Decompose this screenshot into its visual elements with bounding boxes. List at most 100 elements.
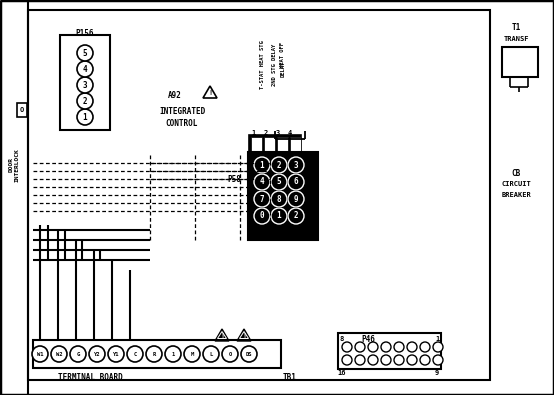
Text: 2: 2 bbox=[294, 211, 298, 220]
Circle shape bbox=[203, 346, 219, 362]
Text: INTEGRATED: INTEGRATED bbox=[159, 107, 205, 115]
Circle shape bbox=[89, 346, 105, 362]
Text: Y2: Y2 bbox=[94, 352, 100, 357]
Text: 4: 4 bbox=[288, 130, 292, 136]
Text: 9: 9 bbox=[294, 194, 298, 203]
Text: 5: 5 bbox=[83, 49, 88, 58]
Circle shape bbox=[407, 355, 417, 365]
Circle shape bbox=[254, 191, 270, 207]
Text: A92: A92 bbox=[168, 90, 182, 100]
Text: 2: 2 bbox=[276, 160, 281, 169]
Text: W2: W2 bbox=[56, 352, 62, 357]
Text: 1: 1 bbox=[171, 352, 175, 357]
Text: 4: 4 bbox=[83, 64, 88, 73]
Text: G: G bbox=[76, 352, 80, 357]
Text: BREAKER: BREAKER bbox=[501, 192, 531, 198]
Text: CIRCUIT: CIRCUIT bbox=[501, 181, 531, 187]
Text: R: R bbox=[152, 352, 156, 357]
Text: C: C bbox=[134, 352, 137, 357]
Circle shape bbox=[433, 342, 443, 352]
Text: P58: P58 bbox=[227, 175, 241, 184]
Text: O: O bbox=[228, 352, 232, 357]
Circle shape bbox=[271, 174, 287, 190]
Circle shape bbox=[288, 191, 304, 207]
Bar bbox=[338, 333, 441, 369]
Circle shape bbox=[165, 346, 181, 362]
Text: !: ! bbox=[242, 333, 246, 339]
Text: !: ! bbox=[220, 333, 224, 339]
Text: T-STAT HEAT STG: T-STAT HEAT STG bbox=[260, 41, 265, 89]
Text: 0: 0 bbox=[260, 211, 264, 220]
Circle shape bbox=[32, 346, 48, 362]
Circle shape bbox=[271, 157, 287, 173]
Circle shape bbox=[420, 342, 430, 352]
Bar bbox=[17, 103, 27, 117]
Text: 2: 2 bbox=[264, 130, 268, 136]
Circle shape bbox=[77, 93, 93, 109]
Circle shape bbox=[271, 157, 287, 173]
Circle shape bbox=[433, 355, 443, 365]
Circle shape bbox=[70, 346, 86, 362]
Circle shape bbox=[394, 355, 404, 365]
Circle shape bbox=[271, 191, 287, 207]
Text: 1: 1 bbox=[435, 336, 439, 342]
Bar bbox=[502, 47, 538, 77]
Bar bbox=[251, 137, 262, 155]
Circle shape bbox=[254, 157, 270, 173]
Text: 16: 16 bbox=[338, 370, 346, 376]
Circle shape bbox=[51, 346, 67, 362]
Text: DS: DS bbox=[246, 352, 252, 357]
Text: 2ND STG DELAY: 2ND STG DELAY bbox=[273, 44, 278, 86]
Circle shape bbox=[368, 342, 378, 352]
Bar bbox=[33, 340, 281, 368]
Circle shape bbox=[288, 208, 304, 224]
Text: HEAT OFF: HEAT OFF bbox=[280, 42, 285, 68]
Circle shape bbox=[184, 346, 200, 362]
Text: TB1: TB1 bbox=[283, 372, 297, 382]
Circle shape bbox=[108, 346, 124, 362]
Circle shape bbox=[288, 157, 304, 173]
Text: 1: 1 bbox=[83, 113, 88, 122]
Text: L: L bbox=[209, 352, 213, 357]
Circle shape bbox=[271, 191, 287, 207]
Text: Y1: Y1 bbox=[113, 352, 119, 357]
Text: P156: P156 bbox=[76, 28, 94, 38]
Text: 1: 1 bbox=[260, 160, 264, 169]
Circle shape bbox=[254, 208, 270, 224]
Text: CB: CB bbox=[511, 169, 521, 177]
Text: P46: P46 bbox=[361, 335, 375, 344]
Bar bbox=[290, 137, 301, 155]
Text: 6: 6 bbox=[294, 177, 298, 186]
Text: TRANSF: TRANSF bbox=[503, 36, 529, 42]
Text: DELAY: DELAY bbox=[280, 61, 285, 77]
Text: 3: 3 bbox=[83, 81, 88, 90]
Text: W1: W1 bbox=[37, 352, 43, 357]
Bar bbox=[277, 137, 288, 155]
Circle shape bbox=[254, 191, 270, 207]
Bar bbox=[60, 35, 110, 130]
Text: 8: 8 bbox=[276, 194, 281, 203]
Text: 3: 3 bbox=[294, 160, 298, 169]
Text: O: O bbox=[20, 107, 24, 113]
Text: T1: T1 bbox=[511, 23, 521, 32]
Text: TERMINAL BOARD: TERMINAL BOARD bbox=[58, 372, 122, 382]
Bar bbox=[248, 152, 318, 240]
Text: 2: 2 bbox=[83, 96, 88, 105]
Circle shape bbox=[394, 342, 404, 352]
Text: 1: 1 bbox=[276, 211, 281, 220]
Circle shape bbox=[77, 109, 93, 125]
Text: 4: 4 bbox=[260, 177, 264, 186]
Circle shape bbox=[271, 208, 287, 224]
Circle shape bbox=[342, 342, 352, 352]
Bar bbox=[264, 137, 275, 155]
Bar bbox=[249, 135, 301, 157]
Circle shape bbox=[368, 355, 378, 365]
Circle shape bbox=[77, 45, 93, 61]
Circle shape bbox=[288, 191, 304, 207]
Circle shape bbox=[288, 208, 304, 224]
Circle shape bbox=[271, 208, 287, 224]
Text: 9: 9 bbox=[435, 370, 439, 376]
Circle shape bbox=[355, 355, 365, 365]
Circle shape bbox=[271, 174, 287, 190]
Text: 1: 1 bbox=[252, 130, 256, 136]
